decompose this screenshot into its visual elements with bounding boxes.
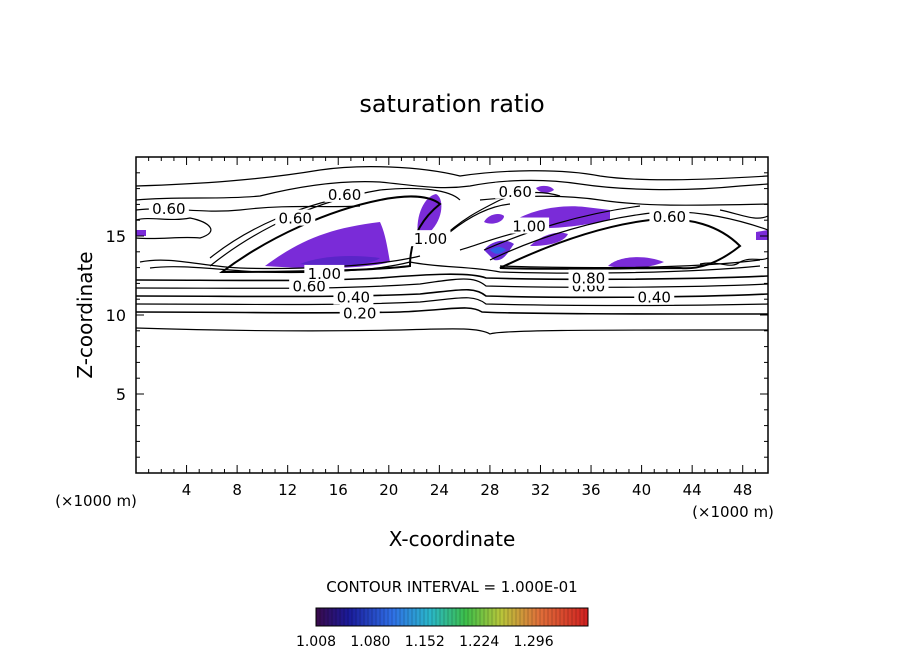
contour-label-bg xyxy=(289,277,330,294)
y-tick-label: 15 xyxy=(106,227,126,246)
contour-label: 0.60 xyxy=(152,200,185,218)
x-tick-label: 24 xyxy=(430,481,449,499)
contour-line-020 xyxy=(136,307,768,315)
contour-label-bg xyxy=(509,217,550,234)
contour-label: 1.00 xyxy=(512,218,545,236)
x-tick-label: 12 xyxy=(278,481,297,499)
z-unit-label: (×1000 m) xyxy=(55,492,137,510)
y-axis-label: Z-coordinate xyxy=(73,251,97,378)
x-unit-label: (×1000 m) xyxy=(692,503,774,521)
colorbar-stripes xyxy=(319,608,585,626)
contour-label: 0.60 xyxy=(498,183,531,201)
contour-label-bg xyxy=(649,208,690,225)
contour-label-bg xyxy=(324,185,365,202)
x-tick-label: 48 xyxy=(733,481,752,499)
contour-label: 0.60 xyxy=(279,210,312,228)
fill-region-right xyxy=(608,257,664,269)
contour-line-070 xyxy=(149,261,761,274)
colorbar: 1.008 1.080 1.152 1.224 1.296 xyxy=(296,607,589,650)
contour-line-right-cloud xyxy=(499,218,742,270)
fill-region-edge-left xyxy=(136,230,146,236)
contour-label: 0.60 xyxy=(292,278,325,296)
colorbar-tick-label: 1.152 xyxy=(405,634,445,650)
fill-region-top-dot xyxy=(536,185,554,193)
plot-frame xyxy=(135,156,769,474)
contour-label: 0.60 xyxy=(328,186,361,204)
y-tick-label: 10 xyxy=(106,306,126,325)
x-tick-label: 28 xyxy=(480,481,499,499)
contour-label-bg xyxy=(333,288,374,305)
contour-label-bg xyxy=(275,209,316,226)
x-tick-label: 8 xyxy=(232,481,242,499)
x-tick-label: 40 xyxy=(632,481,651,499)
fill-region-blue-core xyxy=(490,247,506,254)
contour-line-low xyxy=(136,327,768,335)
contour-line-right-edge xyxy=(699,209,768,266)
colorbar-tick-label: 1.080 xyxy=(350,634,390,650)
contour-label: 1.00 xyxy=(308,265,341,283)
colorbar-ticks: 1.008 1.080 1.152 1.224 1.296 xyxy=(296,634,554,650)
fill-region-upper-left xyxy=(484,214,504,224)
contour-label: 0.60 xyxy=(653,208,686,226)
x-axis: 4 8 12 16 20 24 28 32 36 40 44 48 xyxy=(135,157,769,499)
y-axis: 5 10 15 xyxy=(106,156,768,474)
contour-label-bg xyxy=(568,269,609,286)
contour-label-bg xyxy=(304,264,345,281)
contour-line-left-edge xyxy=(136,217,212,240)
x-axis-label: X-coordinate xyxy=(389,527,516,551)
contour-line-upper-band-2 xyxy=(136,166,768,187)
contour-lines xyxy=(136,166,768,335)
chart-title: saturation ratio xyxy=(359,90,544,118)
x-tick-label: 32 xyxy=(531,481,550,499)
contour-label-bg xyxy=(410,230,451,247)
contour-interval-caption: CONTOUR INTERVAL = 1.000E-01 xyxy=(326,578,577,596)
contour-line-060 xyxy=(136,273,768,282)
x-tick-label: 36 xyxy=(581,481,600,499)
x-tick-label: 20 xyxy=(379,481,398,499)
colorbar-swatch xyxy=(315,607,589,627)
x-tick-label: 44 xyxy=(683,481,702,499)
x-tick-label: 4 xyxy=(182,481,192,499)
contour-labels: 0.200.40 0.400.60 0.600.800.600.600.60 0.60… xyxy=(148,182,690,322)
contour-line-upper-band xyxy=(136,179,768,201)
contour-line-050 xyxy=(136,278,768,289)
contour-label-bg xyxy=(148,200,189,217)
colorbar-tick-label: 1.296 xyxy=(514,634,554,650)
contour-label-bg xyxy=(495,182,536,199)
fill-region-mid xyxy=(530,232,568,246)
contour-label: 0.40 xyxy=(638,289,671,307)
colorbar-tick-label: 1.008 xyxy=(296,634,336,650)
fill-region-left-core xyxy=(300,256,380,266)
contour-label: 1.00 xyxy=(414,230,447,248)
contour-label: 0.20 xyxy=(343,304,376,322)
contour-label-bg xyxy=(339,304,380,321)
contour-label: 0.80 xyxy=(572,270,605,288)
fill-region-edge-right xyxy=(756,230,768,240)
plot-area: 0.200.40 0.400.60 0.600.800.600.600.60 0.60… xyxy=(136,166,768,335)
contour-label-bg xyxy=(634,288,675,305)
contour-line-030 xyxy=(136,297,768,307)
x-tick-label: 16 xyxy=(329,481,348,499)
contour-label: 0.40 xyxy=(337,289,370,307)
colorbar-tick-label: 1.224 xyxy=(459,634,499,650)
y-tick-label: 5 xyxy=(116,385,126,404)
